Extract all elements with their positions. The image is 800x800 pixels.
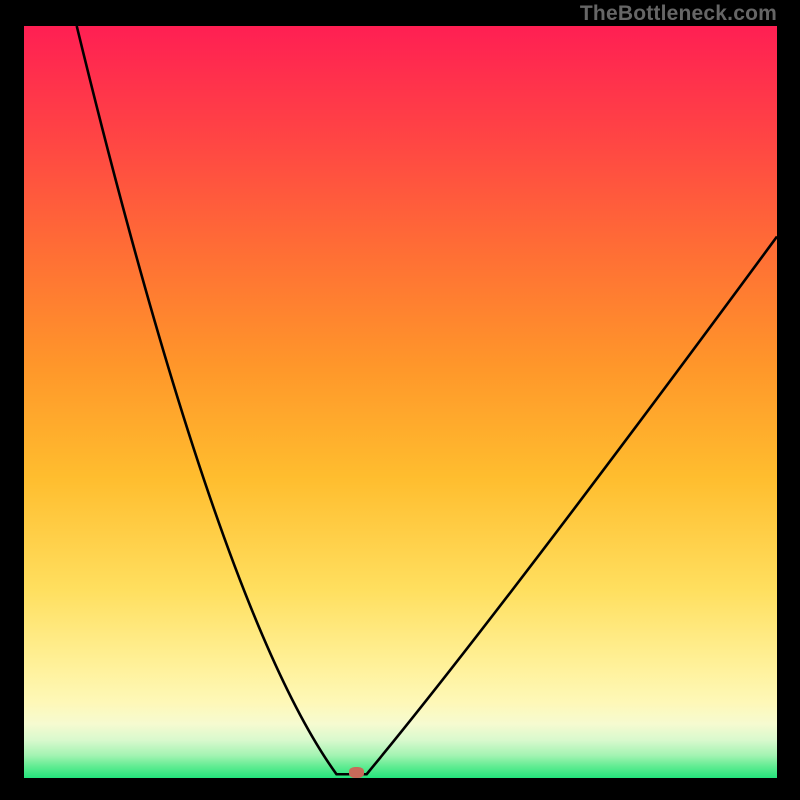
chart-stage: TheBottleneck.com: [0, 0, 800, 800]
curve-layer: [24, 26, 777, 778]
bottleneck-curve: [77, 26, 777, 774]
watermark-text: TheBottleneck.com: [580, 2, 777, 26]
plot-area: [24, 26, 777, 778]
bottleneck-marker: [349, 767, 364, 778]
